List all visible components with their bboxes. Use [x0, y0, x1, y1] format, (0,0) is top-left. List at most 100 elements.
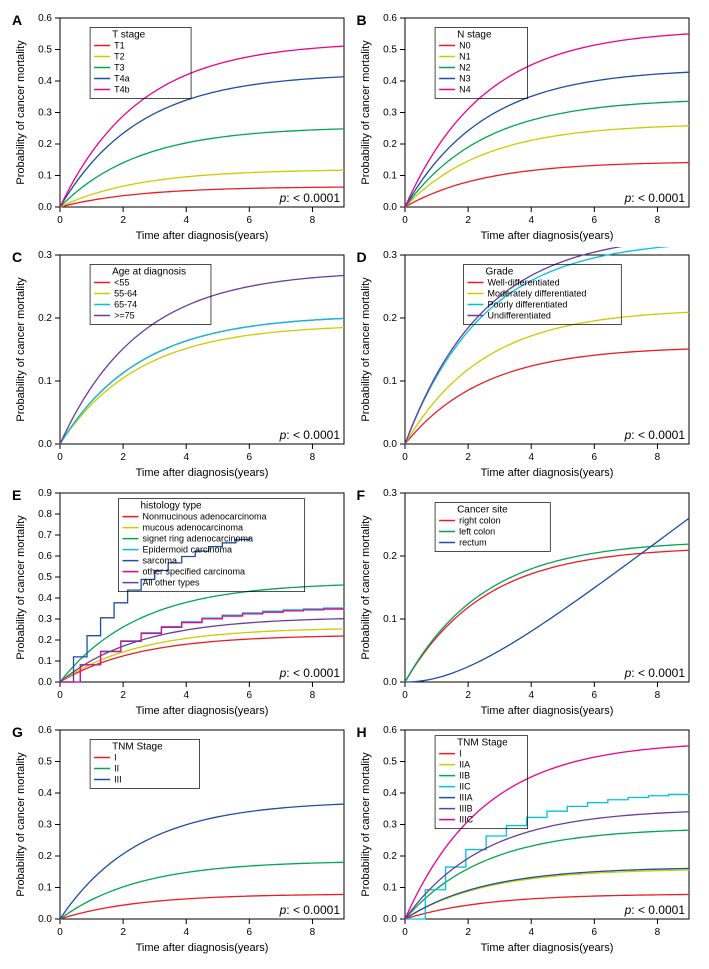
panel-label: G: [12, 724, 23, 740]
legend-item-label: 65-74: [114, 300, 137, 310]
chart-svg: 024680.00.10.20.30.40.50.6Time after dia…: [10, 722, 354, 959]
svg-text:6: 6: [247, 690, 253, 701]
panel-label: B: [357, 12, 367, 28]
legend-title: N stage: [457, 29, 492, 40]
legend-item-label: Poorly differentiated: [487, 300, 567, 310]
svg-text:0.3: 0.3: [38, 614, 52, 625]
chart-svg: 024680.00.10.20.3Time after diagnosis(ye…: [355, 247, 699, 484]
svg-text:0.1: 0.1: [383, 882, 397, 893]
svg-text:2: 2: [465, 215, 471, 226]
svg-text:2: 2: [120, 452, 126, 463]
legend-item-label: N1: [459, 51, 471, 61]
x-axis-title: Time after diagnosis(years): [136, 705, 269, 717]
svg-text:0.3: 0.3: [383, 250, 397, 261]
svg-text:0.0: 0.0: [38, 914, 52, 925]
series-line: [60, 46, 344, 207]
legend-item-label: II: [114, 763, 119, 773]
svg-text:0: 0: [57, 215, 63, 226]
svg-text:0.2: 0.2: [38, 313, 52, 324]
svg-text:0.6: 0.6: [38, 13, 52, 24]
x-axis-title: Time after diagnosis(years): [480, 230, 613, 242]
chart-svg: 024680.00.10.20.3Time after diagnosis(ye…: [10, 247, 354, 484]
chart-svg: 024680.00.10.20.30.40.50.60.70.80.9Time …: [10, 485, 354, 722]
svg-text:0: 0: [402, 690, 408, 701]
p-value-text: p: < 0.0001: [279, 428, 341, 442]
svg-text:0.6: 0.6: [383, 13, 397, 24]
svg-text:0.1: 0.1: [38, 376, 52, 387]
panel-label: A: [12, 12, 22, 28]
svg-text:0.4: 0.4: [38, 593, 52, 604]
svg-text:6: 6: [247, 452, 253, 463]
legend-item-label: IIIA: [459, 792, 473, 802]
p-value-text: p: < 0.0001: [279, 666, 341, 680]
x-axis-title: Time after diagnosis(years): [136, 467, 269, 479]
svg-text:0.2: 0.2: [383, 851, 397, 862]
svg-text:0.4: 0.4: [383, 788, 397, 799]
svg-text:8: 8: [310, 690, 316, 701]
legend-title: histology type: [140, 500, 202, 511]
p-value-text: p: < 0.0001: [623, 666, 685, 680]
svg-text:6: 6: [591, 452, 597, 463]
y-axis-title: Probability of cancer mortality: [15, 752, 27, 897]
legend-item-label: right colon: [459, 515, 501, 525]
p-value-text: p: < 0.0001: [623, 903, 685, 917]
svg-text:0.1: 0.1: [383, 614, 397, 625]
svg-text:0.2: 0.2: [383, 139, 397, 150]
svg-text:0: 0: [57, 690, 63, 701]
svg-text:6: 6: [591, 927, 597, 938]
legend-item-label: mucous adenocarcinoma: [142, 522, 243, 532]
svg-text:0: 0: [402, 215, 408, 226]
y-axis-title: Probability of cancer mortality: [15, 40, 27, 185]
svg-text:0.6: 0.6: [38, 725, 52, 736]
legend-item-label: I: [114, 752, 117, 762]
svg-text:0.0: 0.0: [38, 677, 52, 688]
panel-H: H024680.00.10.20.30.40.50.6Time after di…: [355, 722, 700, 959]
legend-box: [435, 735, 527, 828]
series-line: [405, 34, 689, 207]
series-line: [60, 804, 344, 919]
chart-svg: 024680.00.10.20.3Time after diagnosis(ye…: [355, 485, 699, 722]
svg-text:0.1: 0.1: [383, 171, 397, 182]
panel-F: F024680.00.10.20.3Time after diagnosis(y…: [355, 485, 700, 722]
legend-item-label: N0: [459, 40, 471, 50]
legend-title: TNM Stage: [112, 741, 163, 752]
svg-text:0.4: 0.4: [38, 76, 52, 87]
legend-item-label: T2: [114, 51, 125, 61]
legend-item-label: sarcoma: [142, 555, 177, 565]
svg-text:8: 8: [654, 927, 660, 938]
chart-svg: 024680.00.10.20.30.40.50.6Time after dia…: [10, 10, 354, 247]
panel-label: F: [357, 487, 366, 503]
chart-svg: 024680.00.10.20.30.40.50.6Time after dia…: [355, 722, 699, 959]
legend-item-label: IIB: [459, 770, 470, 780]
svg-text:0.7: 0.7: [38, 530, 52, 541]
series-line: [405, 72, 689, 207]
svg-text:0.3: 0.3: [38, 250, 52, 261]
svg-text:0.1: 0.1: [383, 376, 397, 387]
legend-item-label: left colon: [459, 526, 495, 536]
panel-label: E: [12, 487, 21, 503]
svg-text:0: 0: [57, 927, 63, 938]
legend-item-label: Moderately differentiated: [487, 289, 586, 299]
svg-text:0.2: 0.2: [38, 851, 52, 862]
svg-text:0.6: 0.6: [383, 725, 397, 736]
svg-text:0.0: 0.0: [38, 439, 52, 450]
legend-item-label: IIA: [459, 759, 470, 769]
series-line: [60, 319, 344, 445]
svg-text:0.2: 0.2: [38, 139, 52, 150]
svg-text:0.9: 0.9: [38, 488, 52, 499]
svg-text:8: 8: [310, 927, 316, 938]
series-line: [405, 544, 689, 682]
svg-text:0.2: 0.2: [383, 551, 397, 562]
svg-text:0.0: 0.0: [383, 202, 397, 213]
legend-item-label: All other types: [142, 577, 200, 587]
panel-G: G024680.00.10.20.30.40.50.6Time after di…: [10, 722, 355, 959]
svg-text:8: 8: [310, 215, 316, 226]
legend-item-label: signet ring adenocarcinoma: [142, 533, 253, 543]
legend-item-label: T4a: [114, 73, 130, 83]
series-line: [405, 793, 689, 919]
panel-B: B024680.00.10.20.30.40.50.6Time after di…: [355, 10, 700, 247]
svg-text:4: 4: [528, 452, 534, 463]
svg-text:0: 0: [402, 452, 408, 463]
legend-item-label: other specified carcinoma: [142, 566, 245, 576]
svg-text:4: 4: [183, 927, 189, 938]
